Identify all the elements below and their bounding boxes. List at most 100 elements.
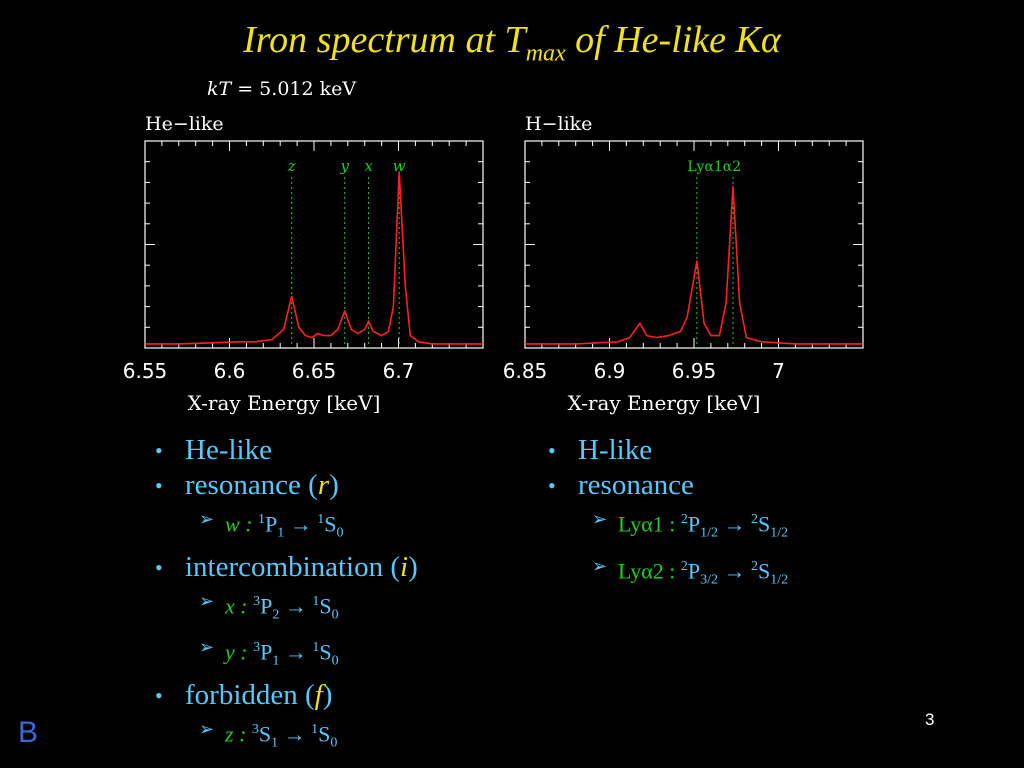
x-axis-label: X-ray Energy [keV] bbox=[188, 391, 381, 415]
arrow: → bbox=[718, 558, 752, 584]
line-marker-label: z bbox=[287, 157, 296, 175]
line-key: x bbox=[225, 593, 235, 619]
sep: : bbox=[239, 511, 259, 537]
line-marker-label: w bbox=[393, 157, 406, 175]
upper-term: P bbox=[260, 639, 273, 665]
upper-term: P bbox=[265, 511, 278, 537]
bullet-text: He-like bbox=[185, 434, 272, 466]
sep: : bbox=[663, 558, 681, 584]
line-marker-label: Lyα1α2 bbox=[687, 159, 741, 175]
line-key: y bbox=[225, 639, 235, 665]
arrow-bullet-icon: ➢ bbox=[199, 719, 215, 740]
transition-item: ➢ x : 3P2 → 1S0 bbox=[155, 585, 418, 632]
upper-j: 1 bbox=[271, 735, 279, 751]
lower-multiplicity: 1 bbox=[312, 640, 320, 656]
bullet-text-post: ) bbox=[329, 469, 339, 501]
bullet-item: resonance (r) bbox=[155, 468, 418, 503]
upper-j: 3/2 bbox=[700, 572, 719, 588]
logo: B bbox=[18, 716, 39, 749]
line-marker-label: x bbox=[364, 157, 373, 175]
arrow-bullet-icon: ➢ bbox=[592, 509, 608, 529]
upper-j: 1/2 bbox=[700, 525, 719, 541]
arrow: → bbox=[279, 593, 313, 619]
spectrum-line bbox=[525, 185, 863, 345]
sep: : bbox=[663, 511, 681, 537]
upper-term: P bbox=[260, 593, 273, 619]
transition-item: ➢ Lyα2 : 2P3/2 → 2S1/2 bbox=[548, 550, 788, 597]
lower-j: 0 bbox=[331, 607, 339, 623]
sep: : bbox=[234, 639, 254, 665]
upper-multiplicity: 3 bbox=[253, 640, 261, 656]
arrow-bullet-icon: ➢ bbox=[199, 509, 215, 529]
panel-label: He−like bbox=[145, 113, 224, 135]
lower-term: S bbox=[318, 721, 331, 747]
panel-label: H−like bbox=[525, 113, 592, 135]
lower-j: 1/2 bbox=[770, 572, 789, 588]
title-sub: max bbox=[525, 40, 566, 67]
x-tick-label: 6.85 bbox=[503, 359, 548, 383]
title-main: Iron spectrum at T bbox=[243, 19, 526, 61]
transition-item: ➢ y : 3P1 → 1S0 bbox=[155, 631, 418, 678]
lower-j: 0 bbox=[330, 735, 338, 751]
bullet-item: forbidden (f) bbox=[155, 678, 418, 713]
lower-term: S bbox=[758, 511, 771, 537]
slide-title: Iron spectrum at Tmax of He-like Kα bbox=[0, 18, 1024, 68]
lower-term: S bbox=[324, 511, 337, 537]
bullet-key: i bbox=[400, 550, 409, 583]
lower-j: 0 bbox=[336, 525, 344, 541]
x-tick-label: 7 bbox=[772, 359, 785, 383]
bullet-key: r bbox=[317, 469, 330, 501]
upper-multiplicity: 2 bbox=[680, 558, 688, 574]
x-tick-label: 6.55 bbox=[123, 359, 168, 383]
lower-multiplicity: 2 bbox=[751, 512, 759, 527]
bullet-item: H-like bbox=[548, 433, 788, 468]
bullet-text: intercombination ( bbox=[185, 550, 401, 583]
kt-var: kT bbox=[207, 78, 232, 100]
transition-item: ➢ w : 1P1 → 1S0 bbox=[155, 503, 418, 550]
arrow-bullet-icon: ➢ bbox=[199, 590, 215, 611]
lower-multiplicity: 1 bbox=[317, 512, 325, 527]
spectrum-line bbox=[145, 171, 483, 345]
bullet-text-post: ) bbox=[322, 679, 333, 712]
x-tick-label: 6.95 bbox=[672, 359, 717, 383]
sep: : bbox=[233, 721, 252, 747]
upper-multiplicity: 2 bbox=[680, 512, 688, 527]
upper-term: P bbox=[687, 511, 701, 537]
lower-term: S bbox=[319, 593, 332, 619]
line-key: Lyα1 bbox=[618, 511, 664, 537]
x-tick-label: 6.6 bbox=[214, 359, 246, 383]
upper-multiplicity: 3 bbox=[253, 593, 261, 609]
lower-term: S bbox=[758, 558, 771, 584]
upper-j: 2 bbox=[272, 607, 280, 623]
upper-multiplicity: 3 bbox=[251, 722, 259, 738]
bullet-text: resonance ( bbox=[185, 469, 318, 501]
line-key: z bbox=[225, 721, 234, 747]
bullet-text: forbidden ( bbox=[185, 679, 315, 712]
x-axis-label: X-ray Energy [keV] bbox=[568, 391, 761, 415]
lower-j: 1/2 bbox=[770, 525, 789, 541]
x-tick-label: 6.9 bbox=[594, 359, 626, 383]
arrow: → bbox=[718, 511, 752, 537]
bullet-text: H-like bbox=[578, 434, 653, 466]
plot-frame bbox=[144, 140, 484, 349]
transition-item: ➢ z : 3S1 → 1S0 bbox=[155, 713, 418, 760]
lower-term: S bbox=[319, 639, 332, 665]
x-tick-label: 6.65 bbox=[292, 359, 337, 383]
upper-j: 1 bbox=[277, 525, 285, 541]
lower-multiplicity: 2 bbox=[751, 558, 759, 574]
upper-term: S bbox=[258, 721, 272, 747]
bullet-text-post: ) bbox=[408, 550, 418, 583]
bullet-key: f bbox=[314, 679, 323, 712]
upper-multiplicity: 1 bbox=[258, 512, 266, 527]
title-greek: α bbox=[760, 19, 781, 61]
bullet-item: intercombination (i) bbox=[155, 550, 418, 585]
line-key: Lyα2 bbox=[618, 558, 664, 584]
sep: : bbox=[234, 593, 254, 619]
upper-term: P bbox=[687, 558, 701, 584]
line-marker-label: y bbox=[340, 157, 350, 175]
arrow-bullet-icon: ➢ bbox=[199, 637, 215, 658]
line-key: w bbox=[225, 511, 240, 537]
temperature-label: kT = 5.012 keV bbox=[207, 78, 356, 100]
kt-value: = 5.012 keV bbox=[231, 78, 357, 100]
